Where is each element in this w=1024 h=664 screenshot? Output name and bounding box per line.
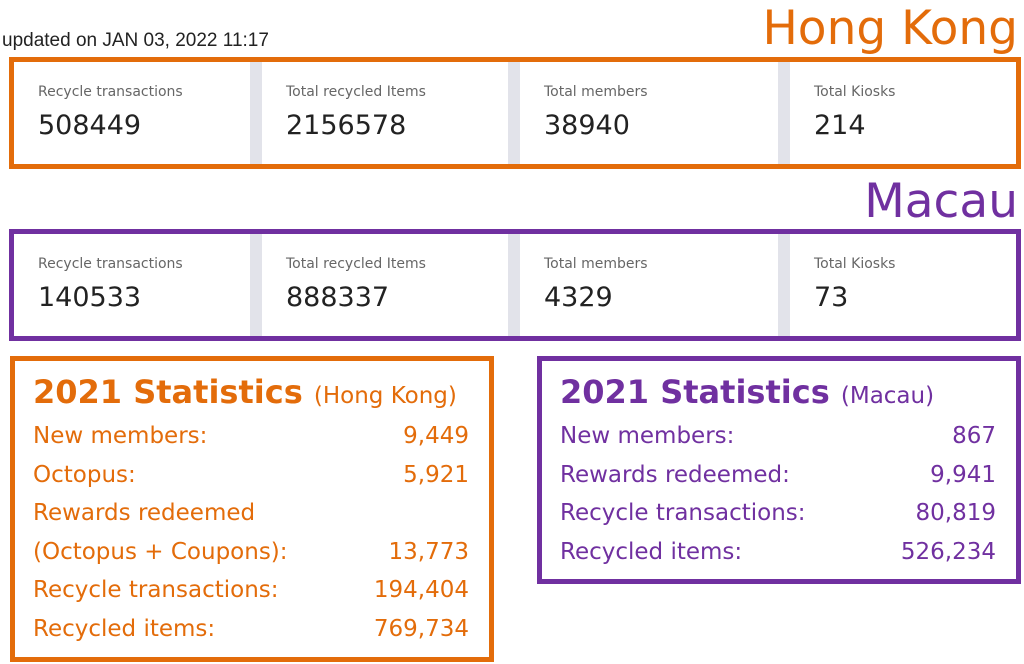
stats-heading-title: 2021 Statistics bbox=[560, 373, 830, 411]
kpi-card-total-recycled-items: Total recycled Items 2156578 bbox=[250, 62, 508, 164]
stat-value: 769,734 bbox=[373, 615, 469, 642]
stat-row-recycle-transactions: Recycle transactions: 80,819 bbox=[560, 494, 998, 533]
stat-row-recycled-items: Recycled items: 526,234 bbox=[560, 533, 998, 572]
kpi-card-total-recycled-items: Total recycled Items 888337 bbox=[250, 234, 508, 336]
kpi-value: 2156578 bbox=[286, 110, 407, 141]
stat-label: (Octopus + Coupons): bbox=[33, 538, 288, 565]
updated-timestamp: updated on JAN 03, 2022 11:17 bbox=[2, 30, 269, 51]
stat-row-rewards-redeemed: Rewards redeemed bbox=[33, 494, 471, 533]
stat-row-recycled-items: Recycled items: 769,734 bbox=[33, 610, 471, 649]
kpi-value: 4329 bbox=[544, 282, 613, 313]
kpi-label: Total recycled Items bbox=[286, 84, 426, 100]
stats-heading-region: (Macau) bbox=[840, 383, 935, 409]
stat-label: Rewards redeemed bbox=[33, 500, 256, 526]
stat-value: 13,773 bbox=[388, 538, 469, 565]
macau-title: Macau bbox=[864, 174, 1018, 229]
stat-value: 194,404 bbox=[373, 577, 469, 603]
hong-kong-kpi-panel: Recycle transactions 508449 Total recycl… bbox=[9, 57, 1021, 169]
stat-label: New members: bbox=[33, 423, 208, 449]
kpi-card-recycle-transactions: Recycle transactions 140533 bbox=[14, 234, 250, 336]
stat-row-rewards-redeemed: Rewards redeemed: 9,941 bbox=[560, 456, 998, 495]
kpi-value: 73 bbox=[814, 282, 849, 313]
kpi-label: Total Kiosks bbox=[814, 84, 896, 100]
stat-label: Recycle transactions: bbox=[560, 500, 806, 526]
kpi-card-total-kiosks: Total Kiosks 214 bbox=[778, 62, 1016, 164]
stat-row-octopus-coupons: (Octopus + Coupons): 13,773 bbox=[33, 533, 471, 572]
kpi-value: 38940 bbox=[544, 110, 630, 141]
stat-row-recycle-transactions: Recycle transactions: 194,404 bbox=[33, 571, 471, 610]
stat-label: Rewards redeemed: bbox=[560, 461, 790, 488]
macau-kpi-panel: Recycle transactions 140533 Total recycl… bbox=[9, 229, 1021, 341]
stat-value: 80,819 bbox=[915, 500, 996, 526]
stats-heading-region: (Hong Kong) bbox=[313, 383, 457, 409]
stat-label: New members: bbox=[560, 423, 735, 449]
kpi-card-recycle-transactions: Recycle transactions 508449 bbox=[14, 62, 250, 164]
kpi-value: 214 bbox=[814, 110, 866, 141]
stat-value: 9,449 bbox=[403, 423, 469, 449]
stat-label: Recycled items: bbox=[560, 538, 743, 565]
kpi-card-total-kiosks: Total Kiosks 73 bbox=[778, 234, 1016, 336]
stats-heading-title: 2021 Statistics bbox=[33, 373, 303, 411]
stat-label: Recycle transactions: bbox=[33, 577, 279, 603]
kpi-label: Recycle transactions bbox=[38, 256, 183, 272]
stat-row-new-members: New members: 9,449 bbox=[33, 417, 471, 456]
kpi-label: Recycle transactions bbox=[38, 84, 183, 100]
kpi-value: 140533 bbox=[38, 282, 142, 313]
hong-kong-2021-statistics: 2021 Statistics (Hong Kong) New members:… bbox=[10, 356, 494, 662]
stat-value: 526,234 bbox=[900, 538, 996, 565]
stat-row-new-members: New members: 867 bbox=[560, 417, 998, 456]
stat-label: Recycled items: bbox=[33, 615, 216, 642]
macau-2021-statistics: 2021 Statistics (Macau) New members: 867… bbox=[537, 356, 1021, 584]
stat-value: 9,941 bbox=[930, 461, 996, 488]
stat-value: 5,921 bbox=[403, 461, 469, 488]
stats-heading: 2021 Statistics (Hong Kong) bbox=[33, 373, 471, 417]
stat-label: Octopus: bbox=[33, 461, 136, 488]
kpi-value: 888337 bbox=[286, 282, 390, 313]
kpi-value: 508449 bbox=[38, 110, 142, 141]
stats-heading: 2021 Statistics (Macau) bbox=[560, 373, 998, 417]
hong-kong-title: Hong Kong bbox=[762, 1, 1018, 56]
kpi-label: Total members bbox=[544, 256, 648, 272]
kpi-label: Total recycled Items bbox=[286, 256, 426, 272]
stat-value: 867 bbox=[952, 423, 996, 449]
kpi-card-total-members: Total members 4329 bbox=[508, 234, 778, 336]
stat-value bbox=[469, 494, 471, 533]
kpi-label: Total Kiosks bbox=[814, 256, 896, 272]
stat-row-octopus: Octopus: 5,921 bbox=[33, 456, 471, 495]
kpi-label: Total members bbox=[544, 84, 648, 100]
kpi-card-total-members: Total members 38940 bbox=[508, 62, 778, 164]
